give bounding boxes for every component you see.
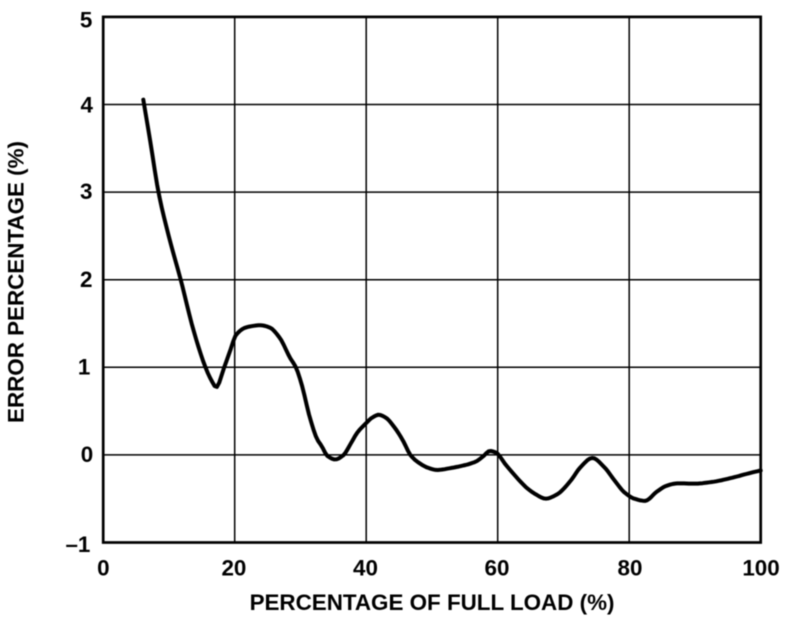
svg-text:20: 20 — [221, 556, 246, 581]
svg-text:80: 80 — [618, 556, 643, 581]
svg-text:4: 4 — [81, 93, 94, 118]
svg-text:100: 100 — [742, 556, 779, 581]
svg-text:2: 2 — [80, 267, 92, 292]
svg-text:0: 0 — [97, 556, 109, 581]
svg-text:5: 5 — [80, 8, 92, 33]
svg-text:3: 3 — [80, 179, 92, 204]
svg-text:–1: –1 — [65, 532, 90, 557]
svg-text:ERROR PERCENTAGE (%): ERROR PERCENTAGE (%) — [4, 141, 29, 423]
svg-text:1: 1 — [78, 354, 90, 379]
svg-text:PERCENTAGE OF FULL LOAD (%): PERCENTAGE OF FULL LOAD (%) — [250, 590, 615, 615]
svg-text:60: 60 — [485, 556, 510, 581]
svg-text:0: 0 — [81, 442, 93, 467]
svg-text:40: 40 — [353, 556, 378, 581]
